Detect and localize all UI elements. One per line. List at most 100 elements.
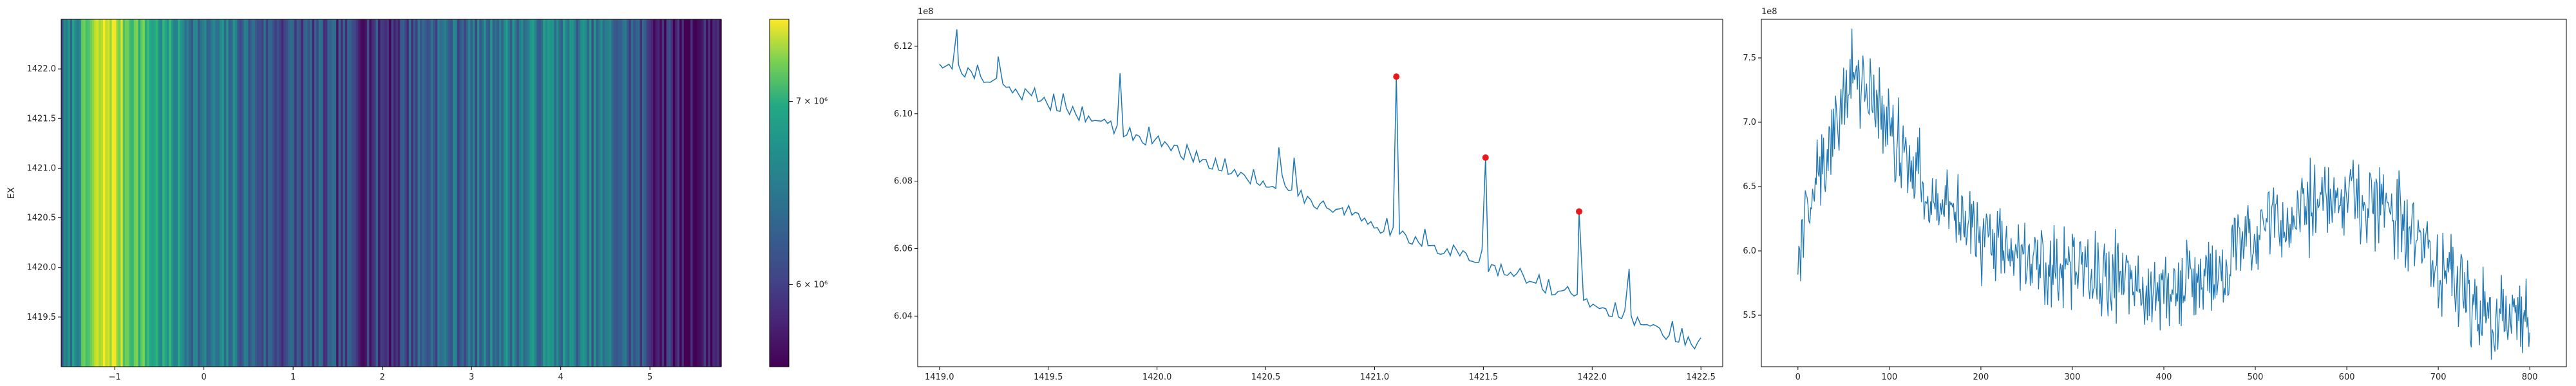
- heatmap-cell: [527, 19, 531, 367]
- heatmap-cell: [384, 19, 388, 367]
- heatmap-cell: [281, 19, 284, 367]
- heatmap-cell: [371, 19, 374, 367]
- heatmap-cell: [114, 19, 117, 367]
- heatmap-cell: [96, 19, 99, 367]
- heatmap-cell: [635, 19, 638, 367]
- heatmap-ytick-label: 1422.0: [27, 64, 57, 74]
- line3-xtick-label: 400: [2156, 372, 2172, 382]
- heatmap-cell: [413, 19, 416, 367]
- heatmap-cell: [484, 19, 487, 367]
- heatmap-cell: [80, 19, 84, 367]
- heatmap-cell: [506, 19, 509, 367]
- heatmap-cell: [296, 19, 299, 367]
- heatmap-cells: [61, 19, 722, 367]
- heatmap-cell: [622, 19, 625, 367]
- heatmap-cell: [74, 19, 77, 367]
- heatmap-cell: [424, 19, 427, 367]
- line3-xtick-label: 100: [1881, 372, 1897, 382]
- heatmap-cell: [232, 19, 236, 367]
- heatmap-cell: [536, 19, 540, 367]
- heatmap-cell: [90, 19, 93, 367]
- heatmap-cell: [479, 19, 482, 367]
- heatmap-cell: [180, 19, 183, 367]
- heatmap-cell: [523, 19, 526, 367]
- heatmap-cell: [706, 19, 709, 367]
- heatmap-cell: [567, 19, 570, 367]
- heatmap-cell: [265, 19, 269, 367]
- heatmap-cell: [226, 19, 229, 367]
- heatmap-cell: [228, 19, 231, 367]
- heatmap-cell: [169, 19, 172, 367]
- heatmap-cell: [649, 19, 652, 367]
- peak-marker: [1576, 208, 1583, 215]
- heatmap-cell: [490, 19, 493, 367]
- line3-xtick-label: 700: [2430, 372, 2447, 382]
- heatmap-cell: [659, 19, 663, 367]
- heatmap-cell: [136, 19, 139, 367]
- heatmap-cell: [587, 19, 590, 367]
- heatmap-cell: [431, 19, 434, 367]
- heatmap-cell: [426, 19, 430, 367]
- heatmap-cell: [397, 19, 401, 367]
- heatmap-cell: [525, 19, 528, 367]
- line3-offset-label: 1e8: [1761, 7, 1777, 17]
- heatmap-cell: [492, 19, 495, 367]
- heatmap-cell: [343, 19, 346, 367]
- peak-marker: [1393, 73, 1400, 80]
- heatmap-cell: [68, 19, 71, 367]
- heatmap-ytick-label: 1419.5: [27, 313, 57, 322]
- heatmap-cell: [672, 19, 676, 367]
- heatmap-cell: [714, 19, 717, 367]
- heatmap-cell: [345, 19, 348, 367]
- heatmap-cell: [79, 19, 82, 367]
- heatmap-cell: [518, 19, 522, 367]
- line3-ytick-label: 6.0: [1743, 246, 1756, 256]
- heatmap-cell: [285, 19, 289, 367]
- heatmap-cell: [312, 19, 315, 367]
- heatmap-cell: [321, 19, 324, 367]
- heatmap-cell: [404, 19, 408, 367]
- heatmap-cell: [466, 19, 469, 367]
- heatmap-cell: [325, 19, 328, 367]
- heatmap-cell: [710, 19, 713, 367]
- line2-ytick-label: 6.08: [894, 177, 913, 187]
- heatmap-cell: [173, 19, 176, 367]
- heatmap-cell: [133, 19, 137, 367]
- line3-xtick-label: 300: [2065, 372, 2081, 382]
- line3-ytick-label: 5.5: [1743, 311, 1756, 320]
- heatmap-cell: [529, 19, 533, 367]
- heatmap-cell: [263, 19, 267, 367]
- heatmap-cell: [329, 19, 332, 367]
- heatmap-cell: [122, 19, 126, 367]
- heatmap-cell: [287, 19, 290, 367]
- heatmap-cell: [349, 19, 352, 367]
- heatmap-cell: [116, 19, 119, 367]
- heatmap-cell: [120, 19, 124, 367]
- heatmap-cell: [406, 19, 410, 367]
- heatmap-cell: [415, 19, 419, 367]
- heatmap-cell: [239, 19, 242, 367]
- heatmap-cell: [624, 19, 627, 367]
- heatmap-cell: [208, 19, 211, 367]
- heatmap-cell: [301, 19, 304, 367]
- heatmap-cell: [613, 19, 616, 367]
- heatmap-cell: [290, 19, 293, 367]
- line2-frame: [917, 19, 1723, 367]
- heatmap-cell: [411, 19, 414, 367]
- heatmap-cell: [507, 19, 511, 367]
- heatmap-cell: [501, 19, 504, 367]
- heatmap-cell: [237, 19, 240, 367]
- heatmap-cell: [307, 19, 310, 367]
- heatmap-cell: [175, 19, 178, 367]
- line3-frame: [1761, 19, 2567, 367]
- heatmap-cell: [100, 19, 104, 367]
- heatmap-cell: [589, 19, 592, 367]
- heatmap-cell: [503, 19, 506, 367]
- heatmap-cell: [422, 19, 425, 367]
- heatmap-cell: [666, 19, 669, 367]
- heatmap-cell: [242, 19, 245, 367]
- heatmap-cell: [408, 19, 412, 367]
- heatmap-cell: [470, 19, 473, 367]
- heatmap-cell: [316, 19, 319, 367]
